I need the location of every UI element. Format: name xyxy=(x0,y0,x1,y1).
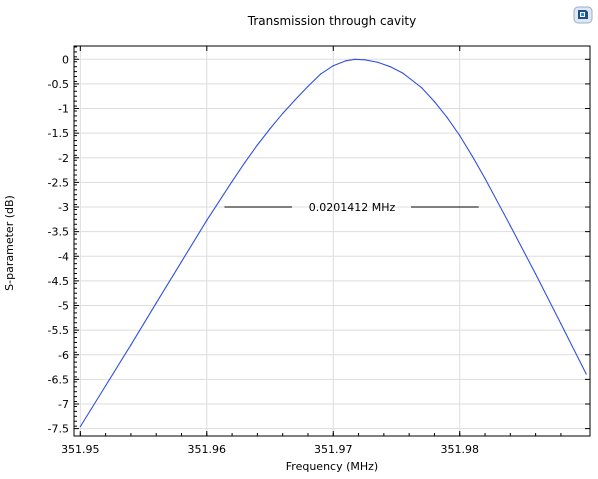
series-point xyxy=(180,261,183,263)
series-point xyxy=(446,116,448,119)
y-tick-label: -6.5 xyxy=(48,373,69,386)
series-point xyxy=(421,87,423,89)
y-tick-label: -5.5 xyxy=(48,324,69,337)
y-tick-label: -6 xyxy=(58,349,69,362)
y-tick-label: -0.5 xyxy=(48,78,69,91)
y-tick-label: -7.5 xyxy=(48,423,69,436)
y-axis: 0 -0.5 -1 -1.5 -2 -2.5 -3 -3.5 -4 -4.5 -5 -5.5 -6 -6.… xyxy=(48,46,590,436)
x-tick-label: 351.95 xyxy=(61,443,100,456)
y-tick-label: -4 xyxy=(58,250,69,263)
y-tick-label: -5 xyxy=(58,300,69,313)
series-point xyxy=(354,58,356,60)
series-point xyxy=(105,385,107,387)
annotation-label: 0.0201412 MHz xyxy=(309,201,396,214)
series-point xyxy=(402,72,404,74)
series-point xyxy=(294,99,296,101)
y-tick-label: -4.5 xyxy=(48,275,69,288)
series-point xyxy=(389,66,391,68)
series-point xyxy=(332,65,334,67)
comsol-logo-icon xyxy=(573,6,593,24)
series-point xyxy=(484,177,486,180)
grid-lines xyxy=(74,46,590,436)
plot-frame xyxy=(73,45,591,437)
series-point xyxy=(376,61,379,63)
series-point xyxy=(269,128,271,130)
x-axis-label: Frequency (MHz) xyxy=(286,460,378,473)
x-tick-label: 351.98 xyxy=(440,443,479,456)
series-point xyxy=(345,60,347,62)
series-point xyxy=(364,59,366,61)
y-tick-label: -1 xyxy=(58,103,69,116)
series-point xyxy=(535,273,537,275)
series-point xyxy=(155,302,157,304)
x-tick-label: 351.97 xyxy=(314,443,353,456)
series-point xyxy=(320,73,322,75)
x-tick-label: 351.96 xyxy=(188,443,227,456)
y-tick-label: -3 xyxy=(58,201,69,214)
y-tick-label: -2.5 xyxy=(48,176,69,189)
series-point xyxy=(585,373,587,375)
series-point xyxy=(560,323,562,325)
series-point xyxy=(471,155,473,157)
series-point xyxy=(433,101,436,103)
y-tick-label: -7 xyxy=(58,398,69,411)
series-point xyxy=(256,144,258,146)
series-point xyxy=(79,426,81,428)
y-tick-label: -1.5 xyxy=(48,127,69,140)
y-tick-label: -3.5 xyxy=(48,226,69,239)
series-point xyxy=(231,180,233,183)
series-point xyxy=(244,162,246,164)
series-point xyxy=(509,225,511,227)
series-points xyxy=(79,58,587,428)
chart-title: Transmission through cavity xyxy=(247,14,417,28)
y-tick-label: 0 xyxy=(62,53,69,66)
x-axis: 351.95 351.96 351.97 351.98 xyxy=(61,46,562,456)
series-point xyxy=(206,219,208,221)
series-point xyxy=(307,85,309,87)
series-point xyxy=(459,135,461,137)
y-axis-label: S-parameter (dB) xyxy=(3,195,16,291)
y-tick-label: -2 xyxy=(58,152,69,165)
series-point xyxy=(282,112,284,115)
series-point xyxy=(130,344,132,346)
